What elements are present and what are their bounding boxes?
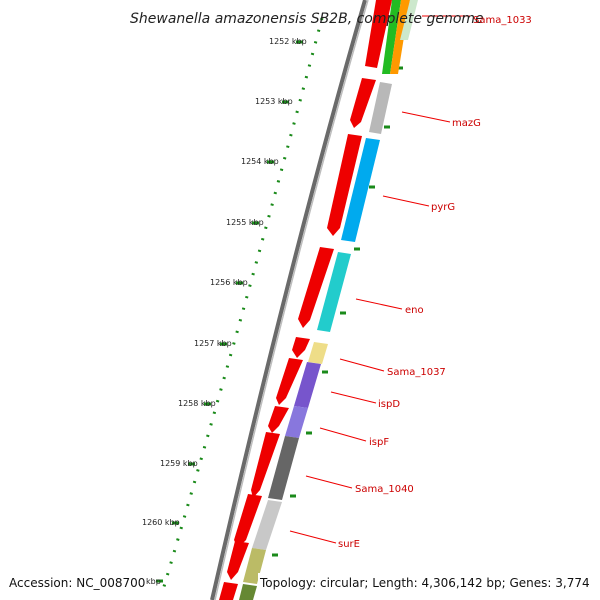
gene-Sama_1037 (308, 342, 328, 364)
footer-background (258, 573, 594, 591)
scale-label: 1252 kbp (269, 37, 307, 46)
gene-label-pyrG: pyrG (431, 202, 455, 213)
gene-mazG (369, 82, 392, 134)
cds-arrow (251, 432, 280, 498)
gene-label-Sama_1040: Sama_1040 (355, 484, 414, 495)
gene-ispF (285, 406, 308, 438)
scale-label: 1258 kbp (178, 399, 216, 408)
genome-summary-text: Topology: circular; Length: 4,306,142 bp… (259, 576, 590, 590)
backbone (210, 0, 369, 600)
scale-label: 1257 kbp (194, 339, 232, 348)
gene-top-orange (390, 0, 410, 74)
cds-arrow (327, 134, 362, 236)
gene-next (243, 548, 266, 584)
gene-Sama_1040 (268, 436, 299, 500)
inner-ticks (272, 66, 403, 557)
gene-surE (252, 500, 282, 550)
gene-track (239, 0, 418, 600)
gene-labels: Sama_1033 mazG pyrG eno Sama_1037 ispD i… (338, 15, 532, 550)
cds-arrow (298, 247, 334, 328)
gene-top-pale (400, 0, 418, 40)
cds-arrow (234, 494, 262, 548)
scale-label: 1259 kbp (160, 459, 198, 468)
footer-background (4, 573, 144, 591)
scale-ring (161, 17, 324, 591)
gene-label-Sama_1037: Sama_1037 (387, 367, 446, 378)
gene-pyrG (341, 138, 380, 242)
accession-text: Accession: NC_008700 (9, 576, 145, 590)
cds-arrow (292, 337, 310, 358)
cds-arrow (276, 358, 303, 405)
cds-arrow (219, 582, 238, 600)
scale-ticks (156, 40, 303, 583)
gene-label-Sama_1033: Sama_1033 (473, 15, 532, 26)
gene-label-ispD: ispD (378, 399, 400, 410)
gene-label-ispF: ispF (369, 437, 389, 448)
cds-arrow (227, 541, 249, 580)
gene-last (239, 584, 257, 600)
gene-label-mazG: mazG (452, 118, 481, 129)
gene-eno (317, 252, 351, 332)
map-title: Shewanella amazonensis SB2B, complete ge… (130, 11, 484, 27)
cds-arrow (365, 0, 392, 68)
gene-label-surE: surE (338, 539, 360, 550)
leader-lines (289, 15, 470, 544)
scale-label: 1255 kbp (226, 218, 264, 227)
gene-label-eno: eno (405, 305, 424, 316)
scale-label: 1260 kbp (142, 518, 180, 527)
scale-label: 1253 kbp (255, 97, 293, 106)
cds-track (219, 0, 392, 600)
scale-label: kbp (146, 577, 161, 586)
gene-top-green (382, 0, 401, 74)
gene-ispD (294, 362, 321, 408)
cds-arrow (268, 406, 289, 433)
scale-label: 1254 kbp (241, 157, 279, 166)
scale-labels: 1252 kbp 1253 kbp 1254 kbp 1255 kbp 1256… (142, 37, 307, 586)
scale-label: 1256 kbp (210, 278, 248, 287)
cds-arrow (350, 78, 376, 128)
